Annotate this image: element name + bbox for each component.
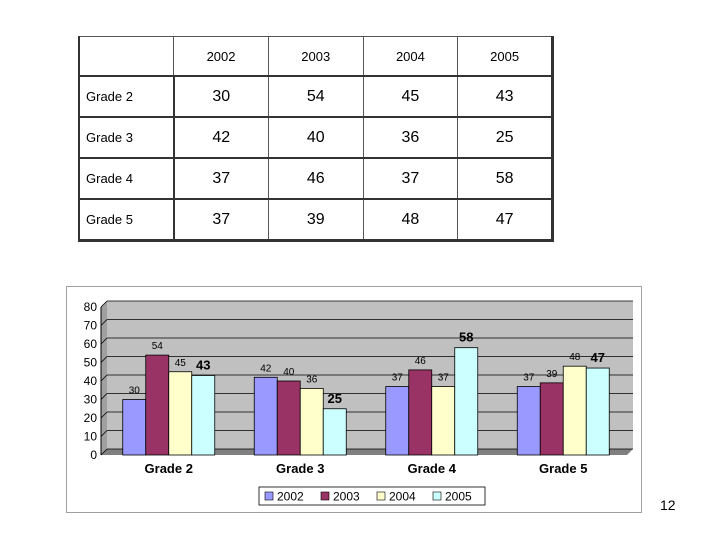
bar (168, 371, 193, 456)
data-label: 40 (283, 367, 295, 378)
gridline-depth (100, 411, 108, 419)
chart-frame: 0 10 20 30 40 50 60 70 80 30 54 45 43 Grade 2 42 40 36 25… (66, 286, 642, 513)
bar (385, 386, 410, 456)
table-cell: 37 (362, 157, 459, 200)
bar (562, 365, 587, 456)
data-label: 43 (196, 357, 210, 372)
bar (516, 386, 541, 456)
data-table: 2002 2003 2004 2005 Grade 2 30 54 45 43 … (78, 36, 554, 242)
legend-swatch (376, 491, 386, 501)
table-col-header: 2005 (457, 36, 554, 77)
category-label: Grade 4 (408, 461, 457, 476)
gridline-depth (100, 393, 108, 400)
y-tick-label: 70 (84, 319, 98, 333)
table-cell: 43 (457, 75, 554, 118)
table-cell: 47 (457, 198, 554, 242)
legend-label: 2003 (333, 490, 360, 504)
data-label: 37 (523, 373, 535, 384)
table-row-label: Grade 3 (78, 116, 175, 159)
bar (122, 399, 147, 456)
legend-label: 2005 (445, 490, 472, 504)
bar (539, 382, 564, 456)
data-label: 42 (260, 363, 272, 374)
data-label: 36 (306, 374, 318, 385)
table-row-label: Grade 5 (78, 198, 175, 242)
bar (585, 367, 610, 456)
legend-label: 2002 (277, 490, 304, 504)
table-cell: 37 (173, 198, 269, 242)
table-cell: 54 (267, 75, 364, 118)
table-cell: 36 (362, 116, 459, 159)
table-cell: 25 (457, 116, 554, 159)
y-tick-label: 80 (84, 300, 98, 314)
data-label: 37 (392, 373, 404, 384)
table-cell: 58 (457, 157, 554, 200)
legend-swatch (264, 491, 274, 501)
table-cell: 45 (362, 75, 459, 118)
data-label: 47 (591, 350, 605, 365)
y-tick-label: 60 (84, 337, 98, 351)
page-number: 12 (660, 497, 676, 513)
legend-swatch (320, 491, 330, 501)
table-row: Grade 3 42 40 36 25 (78, 116, 554, 159)
bar (191, 375, 216, 456)
gridline-depth (100, 430, 108, 437)
bar (322, 408, 347, 456)
data-label: 37 (438, 373, 450, 384)
data-label: 54 (152, 341, 164, 352)
data-label: 58 (459, 330, 473, 345)
gridline-depth (100, 356, 108, 363)
table-cell: 46 (267, 157, 364, 200)
plot-floor (101, 449, 633, 455)
y-tick-label: 10 (84, 430, 98, 444)
table-col-header: 2003 (267, 36, 364, 77)
bar (253, 376, 278, 456)
legend-swatch (432, 491, 442, 501)
bar (145, 354, 170, 456)
category-label: Grade 2 (145, 461, 193, 476)
table-cell: 42 (173, 116, 269, 159)
data-label: 30 (129, 386, 141, 397)
category-label: Grade 5 (539, 461, 587, 476)
table-cell: 48 (362, 198, 459, 242)
bar (431, 386, 456, 456)
table-cell: 40 (267, 116, 364, 159)
category-label: Grade 3 (276, 461, 324, 476)
table-cell: 37 (173, 157, 269, 200)
bar (276, 380, 301, 456)
data-label: 39 (546, 369, 558, 380)
y-tick-label: 0 (90, 448, 97, 462)
table-row: Grade 2 30 54 45 43 (78, 75, 554, 118)
table-cell: 39 (267, 198, 364, 242)
table-row: Grade 4 37 46 37 58 (78, 157, 554, 200)
y-tick-label: 30 (84, 393, 98, 407)
data-label: 45 (175, 358, 187, 369)
table-corner-cell (78, 36, 175, 77)
y-tick-label: 20 (84, 411, 98, 425)
legend (258, 486, 486, 506)
gridline-depth (100, 319, 108, 326)
bar (408, 369, 433, 456)
gridline-depth (100, 337, 108, 345)
data-label: 46 (415, 356, 427, 367)
data-label: 25 (328, 391, 342, 406)
gridline-depth (100, 448, 108, 456)
table-col-header: 2004 (362, 36, 459, 77)
bar-chart: 0 10 20 30 40 50 60 70 80 30 54 45 43 Grade 2 42 40 36 25… (84, 300, 633, 506)
data-label: 48 (569, 352, 581, 363)
table-row: Grade 5 37 39 48 47 (78, 198, 554, 242)
bar (454, 347, 479, 456)
gridline-depth (100, 374, 108, 382)
gridline-depth (100, 300, 108, 308)
y-tick-label: 50 (84, 356, 98, 370)
table-header-row: 2002 2003 2004 2005 (78, 36, 554, 77)
bar (299, 388, 324, 456)
table-row-label: Grade 2 (78, 75, 175, 118)
table-col-header: 2002 (173, 36, 269, 77)
table-cell: 30 (173, 75, 269, 118)
y-tick-label: 40 (84, 374, 98, 388)
legend-label: 2004 (389, 490, 416, 504)
table-row-label: Grade 4 (78, 157, 175, 200)
